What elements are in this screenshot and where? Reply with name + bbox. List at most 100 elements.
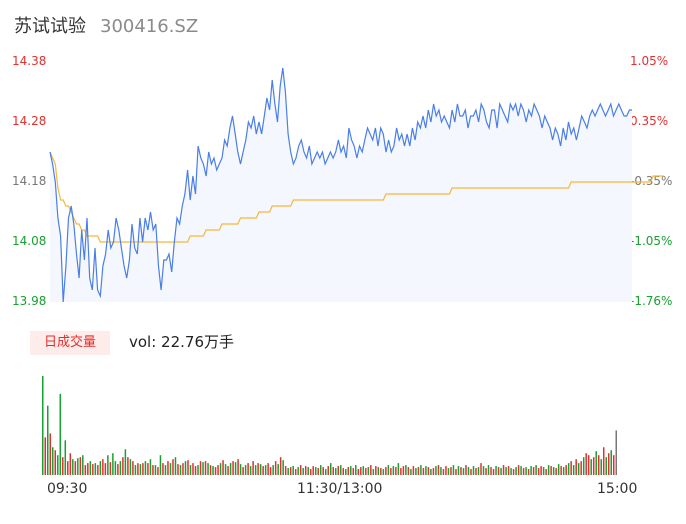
- volume-bar: [304, 466, 307, 475]
- volume-bar: [550, 466, 552, 475]
- volume-bar: [234, 462, 237, 475]
- volume-bar: [229, 463, 232, 475]
- volume-bar: [139, 464, 142, 475]
- volume-bar: [480, 463, 482, 475]
- volume-bar: [172, 459, 174, 475]
- volume-bar: [410, 469, 412, 475]
- volume-bar: [134, 465, 137, 475]
- volume-bar: [224, 464, 227, 475]
- volume-bar: [357, 469, 360, 475]
- volume-bar: [167, 461, 169, 475]
- volume-bar: [490, 467, 492, 475]
- volume-bar: [387, 465, 390, 475]
- volume-bar: [137, 463, 139, 475]
- volume-bar: [289, 467, 292, 475]
- volume-bar: [269, 467, 272, 475]
- volume-bar: [422, 468, 425, 475]
- volume-bar: [209, 465, 212, 475]
- volume-bar: [102, 459, 104, 475]
- volume-bar: [254, 465, 257, 475]
- volume-bar: [174, 457, 177, 475]
- volume-bar: [57, 455, 59, 475]
- volume-bar: [475, 468, 477, 475]
- volume-bar: [350, 466, 352, 475]
- volume-bar: [62, 457, 64, 475]
- volume-bar: [277, 464, 279, 475]
- price-tick-label: 13.98: [12, 294, 47, 308]
- volume-bar: [542, 467, 545, 475]
- volume-bar: [367, 467, 370, 475]
- volume-bar: [452, 465, 455, 475]
- volume-bar: [159, 455, 162, 475]
- volume-bar: [342, 468, 345, 475]
- price-area-fill: [50, 68, 632, 302]
- volume-bar: [450, 467, 452, 475]
- volume-bar: [365, 468, 367, 475]
- volume-bar: [527, 469, 530, 475]
- volume-bar: [142, 463, 144, 475]
- volume-bar: [59, 393, 62, 475]
- stock-name: 苏试试验: [14, 16, 86, 37]
- volume-bar: [340, 465, 342, 475]
- volume-bar: [397, 463, 400, 475]
- volume-bar: [597, 455, 600, 475]
- volume-tag[interactable]: 日成交量: [30, 331, 110, 355]
- volume-bar: [132, 461, 134, 475]
- volume-bar: [572, 465, 575, 475]
- volume-bar: [299, 465, 302, 475]
- percent-tick-label: -1.76%: [630, 294, 673, 308]
- volume-bar: [442, 469, 445, 475]
- volume-bar: [445, 466, 447, 475]
- volume-bar: [375, 466, 377, 475]
- volume-bar: [104, 463, 107, 475]
- volume-bar: [107, 455, 109, 475]
- volume-bar: [347, 467, 350, 475]
- volume-bar: [612, 455, 615, 475]
- volume-bar: [577, 463, 580, 475]
- volume-bar: [227, 466, 229, 475]
- volume-bar: [535, 465, 537, 475]
- volume-bar: [284, 466, 287, 475]
- volume-bar: [540, 466, 542, 475]
- volume-bar: [272, 465, 274, 475]
- volume-bar: [317, 468, 319, 475]
- volume-bar: [117, 464, 119, 475]
- volume-bar: [470, 469, 472, 475]
- volume-bar: [590, 459, 592, 475]
- volume-bar: [615, 430, 617, 475]
- volume-bar: [382, 469, 385, 475]
- volume-bar: [562, 467, 565, 475]
- volume-bar: [580, 461, 582, 475]
- volume-bar: [164, 465, 167, 475]
- volume-bar: [462, 468, 465, 475]
- volume-bar: [82, 455, 84, 475]
- volume-bar: [432, 468, 435, 475]
- volume-bar: [182, 463, 184, 475]
- volume-bar: [169, 463, 172, 475]
- volume-bar: [405, 465, 407, 475]
- volume-bar: [477, 467, 480, 475]
- volume-bar: [204, 461, 207, 475]
- volume-bar: [154, 465, 157, 475]
- volume-bar: [297, 467, 299, 475]
- volume-bar: [192, 463, 194, 475]
- volume-bar: [570, 461, 572, 475]
- volume-bar: [370, 465, 372, 475]
- volume-bar: [335, 468, 337, 475]
- volume-bar: [199, 461, 202, 475]
- price-tick-label: 14.18: [12, 174, 47, 188]
- volume-bar: [249, 466, 252, 475]
- volume-bar: [420, 465, 422, 475]
- volume-bar: [440, 467, 442, 475]
- volume-bar: [237, 459, 239, 475]
- volume-bar: [264, 465, 267, 475]
- volume-bars: [42, 376, 617, 475]
- volume-bar: [252, 461, 254, 475]
- volume-bar: [395, 467, 397, 475]
- volume-bar: [292, 466, 294, 475]
- volume-summary: vol: 22.76万手: [129, 333, 234, 351]
- volume-bar: [575, 459, 577, 475]
- volume-bar: [324, 469, 327, 475]
- volume-bar: [179, 465, 182, 475]
